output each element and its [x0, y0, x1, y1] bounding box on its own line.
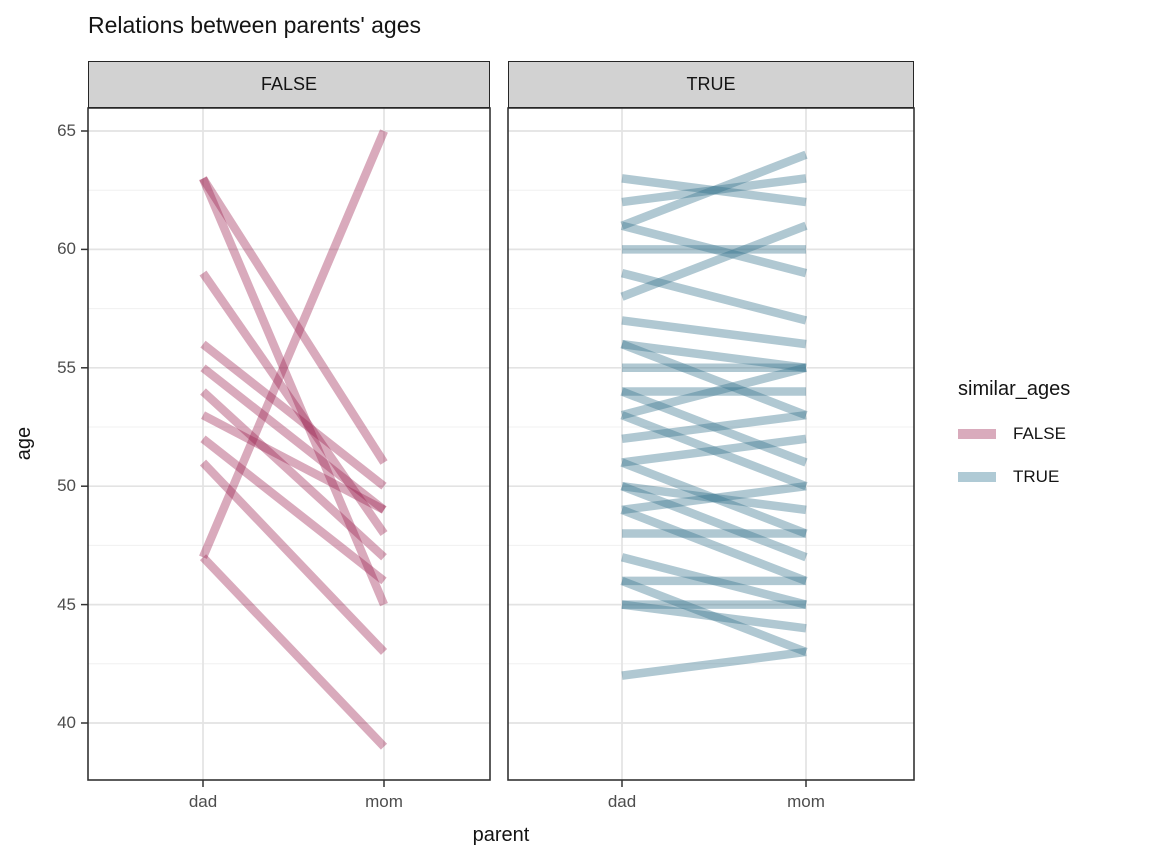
facet-strip-true: TRUE [508, 61, 914, 108]
facet-strip-true-label: TRUE [686, 74, 736, 94]
legend-key-false-swatch [958, 429, 996, 439]
y-tick-label: 45 [57, 594, 76, 614]
facet-strip-false-label: FALSE [260, 74, 318, 94]
legend-item-true: TRUE [958, 464, 1152, 490]
legend-label-false: FALSE [1013, 424, 1066, 443]
legend-item-false: FALSE [958, 421, 1152, 447]
x-tick-label: mom [365, 792, 403, 811]
y-tick-label: 60 [57, 239, 76, 259]
x-tick-label: mom [787, 792, 825, 811]
legend-title: similar_ages [958, 378, 1071, 400]
y-tick-label: 40 [57, 713, 76, 732]
x-axis-title: parent [472, 824, 530, 846]
x-tick-label: dad [188, 792, 218, 811]
y-axis-title: age [13, 426, 36, 461]
legend-label-true: TRUE [1013, 467, 1060, 486]
y-tick-label: 50 [57, 476, 76, 496]
x-tick-label: dad [607, 792, 637, 811]
legend: similar_ages FALSE TRUE [946, 378, 1152, 507]
plot-title: Relations between parents' ages [88, 12, 421, 38]
facet-strip-false: FALSE [88, 61, 490, 108]
legend-key-true-swatch [958, 472, 996, 482]
y-tick-label: 65 [57, 121, 76, 140]
y-tick-label: 55 [57, 357, 76, 377]
